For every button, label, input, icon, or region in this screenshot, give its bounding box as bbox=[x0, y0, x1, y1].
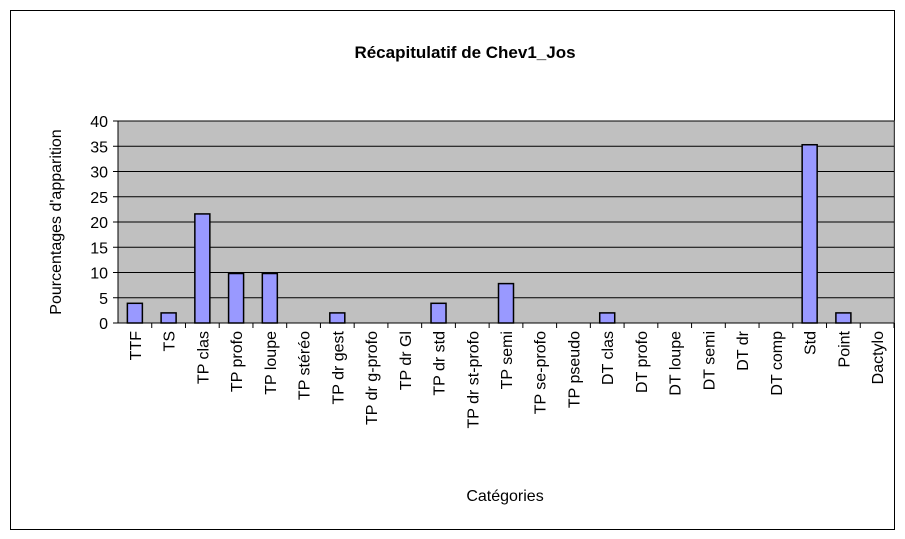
x-tick-label: DT loupe bbox=[668, 331, 685, 396]
x-tick-label: TP clas bbox=[195, 331, 212, 384]
x-tick-label: TP loupe bbox=[263, 331, 280, 395]
bar bbox=[497, 282, 515, 324]
bar bbox=[194, 213, 211, 324]
y-tick-label: 40 bbox=[90, 114, 108, 131]
x-tick-label: DT semi bbox=[701, 331, 718, 390]
y-tick-label: 30 bbox=[90, 165, 108, 182]
x-tick-label: Point bbox=[836, 330, 853, 367]
bar bbox=[160, 312, 177, 324]
x-axis-title: Catégories bbox=[466, 488, 543, 505]
chart-title: Récapitulatif de Chev1_Jos bbox=[354, 43, 575, 62]
x-tick-label: Std bbox=[803, 331, 820, 355]
x-tick-label: DT clas bbox=[600, 331, 617, 385]
x-tick-label: TS bbox=[162, 331, 179, 351]
y-tick-label: 5 bbox=[99, 291, 108, 308]
x-tick-label: TP dr Gl bbox=[398, 331, 415, 390]
x-tick-label: DT profo bbox=[634, 331, 651, 393]
y-tick-label: 10 bbox=[90, 266, 108, 283]
y-tick-label: 15 bbox=[90, 240, 108, 257]
bar bbox=[126, 302, 144, 324]
x-tick-label: TP pseudo bbox=[566, 331, 583, 408]
x-tick-label: DT comp bbox=[769, 331, 786, 396]
x-tick-label: TP stéréo bbox=[297, 331, 314, 400]
bar bbox=[261, 272, 279, 324]
y-tick-label: 0 bbox=[99, 316, 108, 333]
y-tick-label: 35 bbox=[90, 139, 108, 156]
x-tick-label: TP dr st-profo bbox=[465, 331, 482, 429]
bar bbox=[430, 302, 447, 324]
x-tick-label: TP semi bbox=[499, 331, 516, 389]
x-tick-label: TTF bbox=[128, 331, 145, 361]
bar bbox=[227, 272, 245, 324]
x-tick-label: TP dr g-profo bbox=[364, 331, 381, 425]
bar bbox=[835, 312, 852, 324]
bar bbox=[329, 312, 346, 324]
x-tick-label: TP dr std bbox=[432, 331, 449, 396]
y-tick-label: 25 bbox=[90, 190, 108, 207]
x-tick-label: TP se-profo bbox=[533, 331, 550, 414]
y-axis-title: Pourcentages d'apparition bbox=[48, 129, 65, 314]
x-tick-label: Dactylo bbox=[870, 331, 887, 384]
y-tick-label: 20 bbox=[90, 215, 108, 232]
x-tick-label: DT dr bbox=[735, 330, 752, 370]
x-tick-label: TP profo bbox=[229, 331, 246, 392]
bar bbox=[598, 312, 616, 324]
x-tick-label: TP dr gest bbox=[330, 330, 347, 404]
bar bbox=[801, 143, 818, 324]
